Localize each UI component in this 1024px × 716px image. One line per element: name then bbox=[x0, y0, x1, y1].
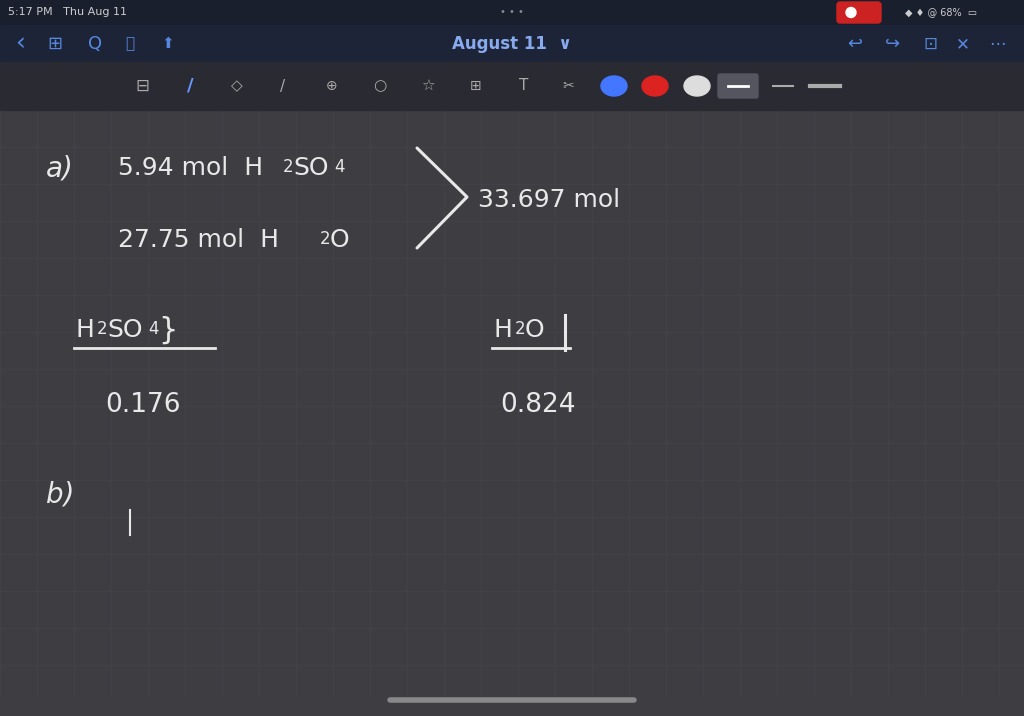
Text: ⬆: ⬆ bbox=[162, 37, 174, 52]
Text: 4: 4 bbox=[148, 320, 159, 338]
Text: ○: ○ bbox=[374, 79, 387, 94]
Circle shape bbox=[846, 7, 856, 17]
Text: SO: SO bbox=[106, 318, 142, 342]
Text: SO: SO bbox=[293, 156, 329, 180]
Text: H: H bbox=[494, 318, 513, 342]
Text: ✂: ✂ bbox=[562, 79, 573, 93]
Text: ☆: ☆ bbox=[421, 79, 435, 94]
Ellipse shape bbox=[601, 76, 627, 96]
Ellipse shape bbox=[642, 76, 668, 96]
Text: b): b) bbox=[46, 480, 75, 508]
FancyBboxPatch shape bbox=[837, 2, 881, 23]
Text: ‹: ‹ bbox=[15, 32, 25, 56]
Text: }: } bbox=[158, 316, 177, 344]
Text: 🔖: 🔖 bbox=[125, 37, 134, 52]
Text: ⊡: ⊡ bbox=[923, 35, 937, 53]
Text: 33.697 mol: 33.697 mol bbox=[478, 188, 621, 212]
Text: ◇: ◇ bbox=[231, 79, 243, 94]
Text: 2: 2 bbox=[97, 320, 108, 338]
Text: ⊞: ⊞ bbox=[47, 35, 62, 53]
Text: a): a) bbox=[46, 154, 74, 182]
Text: ⊞: ⊞ bbox=[470, 79, 482, 93]
Text: • • •: • • • bbox=[500, 7, 524, 17]
Text: ⊟: ⊟ bbox=[135, 77, 148, 95]
Text: /: / bbox=[186, 77, 194, 95]
Text: 0.824: 0.824 bbox=[500, 392, 575, 418]
Text: 5.94 mol  H: 5.94 mol H bbox=[118, 156, 263, 180]
Text: 0.176: 0.176 bbox=[105, 392, 180, 418]
Text: /: / bbox=[281, 79, 286, 94]
Text: ⊕: ⊕ bbox=[327, 79, 338, 93]
Ellipse shape bbox=[684, 76, 710, 96]
Text: ✕: ✕ bbox=[956, 35, 970, 53]
Text: O: O bbox=[330, 228, 349, 252]
Text: ↩: ↩ bbox=[848, 35, 862, 53]
Text: H: H bbox=[76, 318, 95, 342]
Text: ◆ ♦ @ 68%  ▭: ◆ ♦ @ 68% ▭ bbox=[905, 7, 977, 17]
Bar bbox=[0, 0, 1024, 25]
Bar bbox=[0, 62, 1024, 110]
Text: 2: 2 bbox=[319, 230, 331, 248]
Text: 2: 2 bbox=[515, 320, 525, 338]
FancyBboxPatch shape bbox=[718, 74, 758, 98]
Text: ⋯: ⋯ bbox=[989, 35, 1006, 53]
Text: 2: 2 bbox=[283, 158, 294, 176]
Text: 27.75 mol  H: 27.75 mol H bbox=[118, 228, 279, 252]
Text: ↪: ↪ bbox=[886, 35, 900, 53]
Text: 4: 4 bbox=[334, 158, 344, 176]
Text: T: T bbox=[519, 79, 528, 94]
Text: August 11  ∨: August 11 ∨ bbox=[452, 35, 572, 53]
Bar bbox=[0, 25, 1024, 62]
Text: 5:17 PM   Thu Aug 11: 5:17 PM Thu Aug 11 bbox=[8, 7, 127, 17]
Text: O: O bbox=[525, 318, 545, 342]
Text: Q: Q bbox=[88, 35, 102, 53]
